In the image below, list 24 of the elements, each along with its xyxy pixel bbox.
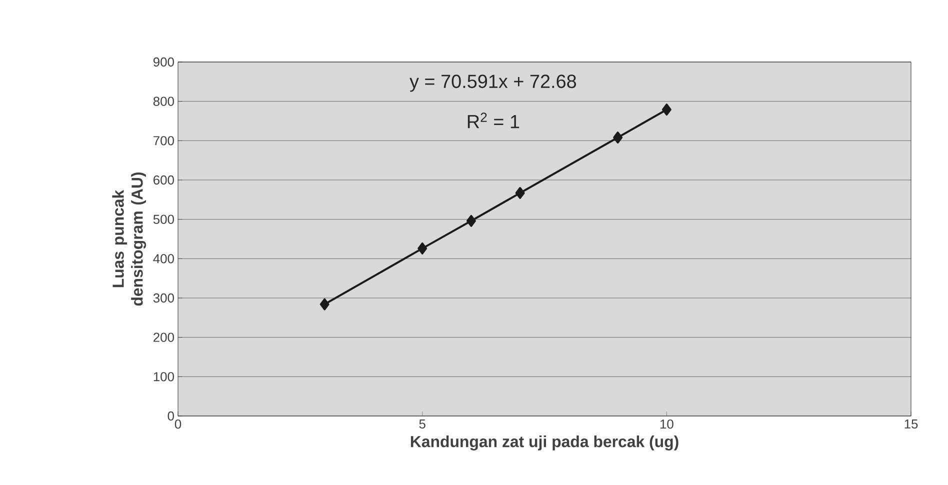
x-tick-label: 15: [904, 420, 918, 429]
y-tick-label: 0: [168, 411, 174, 421]
x-tick-label: 10: [660, 420, 674, 429]
point: [515, 186, 525, 199]
y-tick-label: 200: [154, 332, 174, 342]
point: [613, 132, 623, 144]
y-tick-label: 500: [153, 214, 174, 224]
annotation: y = 70.591x + 72.68: [410, 74, 576, 92]
y-tick-label: 600: [154, 175, 174, 185]
x-tick-label: 5: [419, 420, 426, 429]
y-tick-label: 800: [153, 96, 174, 106]
y-tick-label: 300: [153, 293, 174, 303]
annotation: R$^{2}$ = 1: [468, 112, 520, 128]
y-tick-label: 400: [153, 254, 174, 264]
point: [320, 298, 330, 310]
x-axis-title: Kandungan zat uji pada bercak (ug): [410, 436, 678, 450]
x-tick-label: 0: [174, 420, 182, 429]
y-tick-label: 100: [154, 372, 174, 382]
y-axis-title: Luas puncak densitogram (AU): [112, 172, 146, 306]
y-tick-label: 700: [154, 136, 174, 146]
point: [418, 242, 428, 254]
point: [466, 214, 476, 227]
point: [662, 104, 672, 116]
y-tick-label: 900: [153, 57, 174, 67]
